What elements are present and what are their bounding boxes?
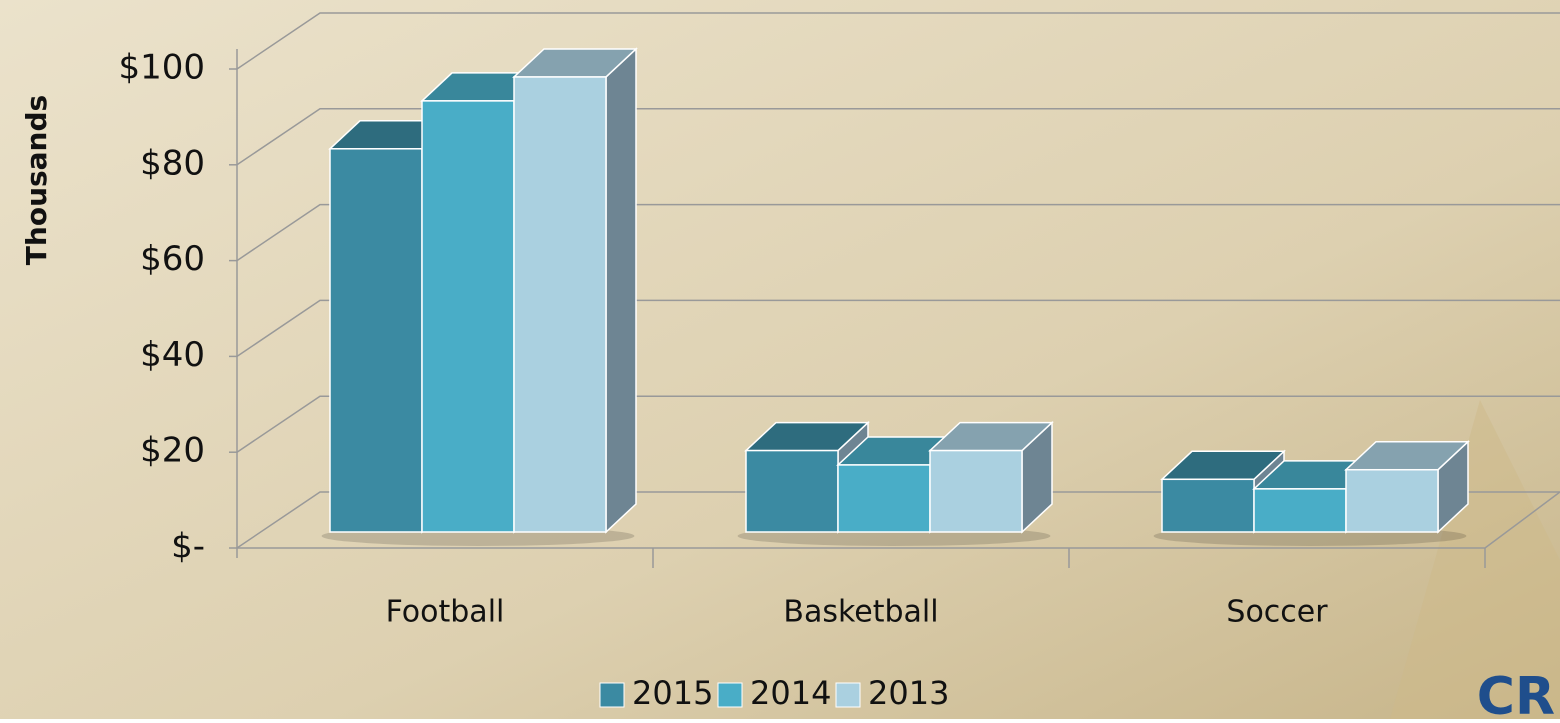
bar (1161, 478, 1255, 533)
y-tick-label: $40 (140, 335, 205, 375)
bar (837, 464, 931, 533)
x-tick-label: Football (386, 595, 505, 630)
legend-swatch (717, 682, 743, 708)
bar (421, 100, 515, 533)
x-tick-label: Soccer (1226, 595, 1328, 630)
legend-label: 2014 (750, 674, 831, 712)
bar (745, 449, 839, 533)
y-tick-label: $20 (140, 431, 205, 471)
bar-side (605, 47, 637, 534)
grid-line (236, 299, 1560, 358)
grid-line (236, 203, 1560, 262)
grid-line (236, 491, 1560, 549)
y-tick-label: $80 (140, 143, 205, 183)
bar (1345, 468, 1439, 533)
bar (513, 76, 607, 533)
y-tick-label: $60 (140, 239, 205, 279)
y-tick-label: $100 (118, 48, 205, 88)
y-axis-label: Thousands (20, 95, 53, 265)
logo: CR (1477, 667, 1555, 719)
legend-label: 2015 (632, 674, 713, 712)
legend-label: 2013 (868, 674, 949, 712)
grid-line (236, 395, 1560, 453)
legend-swatch (599, 682, 625, 708)
y-tick-label: $- (171, 527, 205, 567)
legend-swatch (835, 682, 861, 708)
bar (1253, 488, 1347, 533)
grid-line (236, 108, 1560, 166)
bar (329, 148, 423, 533)
x-tick-label: Basketball (783, 595, 938, 630)
decor (1390, 400, 1560, 719)
bar (929, 449, 1023, 533)
grid-line (236, 12, 1560, 70)
